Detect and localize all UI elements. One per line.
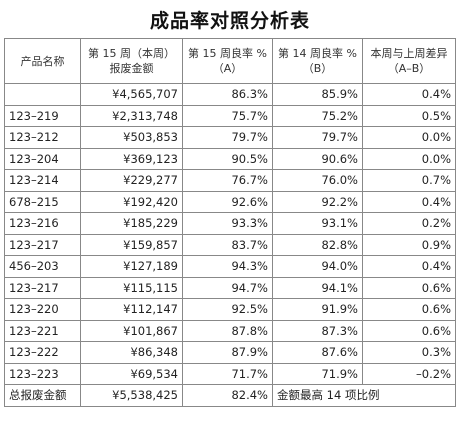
week15-yield-cell: 90.5% <box>182 147 273 170</box>
week15-yield-cell: 75.7% <box>182 104 273 127</box>
total-week15-yield: 82.4% <box>182 384 273 407</box>
table-row: 123–219 ¥2,313,748 75.7% 75.2% 0.5% <box>4 104 456 127</box>
difference-cell: 0.2% <box>362 212 456 235</box>
week15-yield-cell: 92.5% <box>182 298 273 321</box>
difference-cell: 0.5% <box>362 104 456 127</box>
difference-cell: –0.2% <box>362 362 456 385</box>
product-name-cell: 123–216 <box>4 212 81 235</box>
product-name-cell: 123–222 <box>4 341 81 364</box>
difference-cell: 0.4% <box>362 190 456 213</box>
total-row: 总报废金额 ¥5,538,425 82.4% 金额最高 14 项比例 <box>4 384 456 407</box>
table-row: 123–220 ¥112,147 92.5% 91.9% 0.6% <box>4 298 456 321</box>
week14-yield-cell: 94.0% <box>272 255 363 278</box>
week14-yield-cell: 71.9% <box>272 362 363 385</box>
scrap-amount-cell: ¥115,115 <box>80 276 183 299</box>
table-row: 123–221 ¥101,867 87.8% 87.3% 0.6% <box>4 319 456 342</box>
product-name-cell: 123–220 <box>4 298 81 321</box>
difference-cell: 0.4% <box>362 255 456 278</box>
table-row: 123–212 ¥503,853 79.7% 79.7% 0.0% <box>4 126 456 149</box>
difference-cell: 0.6% <box>362 319 456 342</box>
scrap-amount-cell: ¥127,189 <box>80 255 183 278</box>
difference-cell: 0.3% <box>362 341 456 364</box>
table-row: 123–214 ¥229,277 76.7% 76.0% 0.7% <box>4 169 456 192</box>
scrap-amount-cell: ¥369,123 <box>80 147 183 170</box>
week15-yield-cell: 93.3% <box>182 212 273 235</box>
week14-yield-cell: 76.0% <box>272 169 363 192</box>
week14-yield-cell: 87.3% <box>272 319 363 342</box>
product-name-cell: 123–204 <box>4 147 81 170</box>
week14-yield-cell: 92.2% <box>272 190 363 213</box>
product-name-cell: 456–203 <box>4 255 81 278</box>
product-name-cell <box>4 83 81 106</box>
scrap-amount-cell: ¥69,534 <box>80 362 183 385</box>
scrap-amount-cell: ¥4,565,707 <box>80 83 183 106</box>
week14-yield-cell: 93.1% <box>272 212 363 235</box>
week15-yield-cell: 87.8% <box>182 319 273 342</box>
table-row: 123–222 ¥86,348 87.9% 87.6% 0.3% <box>4 341 456 364</box>
week14-yield-cell: 94.1% <box>272 276 363 299</box>
table-row: 123–223 ¥69,534 71.7% 71.9% –0.2% <box>4 362 456 385</box>
week14-yield-cell: 91.9% <box>272 298 363 321</box>
table-row: 456–203 ¥127,189 94.3% 94.0% 0.4% <box>4 255 456 278</box>
scrap-amount-cell: ¥101,867 <box>80 319 183 342</box>
difference-cell: 0.0% <box>362 147 456 170</box>
table-row: 123–217 ¥115,115 94.7% 94.1% 0.6% <box>4 276 456 299</box>
week15-yield-cell: 83.7% <box>182 233 273 256</box>
scrap-amount-cell: ¥192,420 <box>80 190 183 213</box>
difference-cell: 0.9% <box>362 233 456 256</box>
difference-cell: 0.6% <box>362 276 456 299</box>
scrap-amount-cell: ¥112,147 <box>80 298 183 321</box>
difference-cell: 0.7% <box>362 169 456 192</box>
week15-yield-cell: 87.9% <box>182 341 273 364</box>
week14-yield-cell: 85.9% <box>272 83 363 106</box>
product-name-cell: 123–223 <box>4 362 81 385</box>
table-row: 678–215 ¥192,420 92.6% 92.2% 0.4% <box>4 190 456 213</box>
product-name-cell: 123–219 <box>4 104 81 127</box>
scrap-amount-cell: ¥229,277 <box>80 169 183 192</box>
header-row: 产品名称 第 15 周（本周） 报废金额 第 15 周良率 % （A） 第 14 周… <box>4 38 456 84</box>
week15-yield-cell: 94.7% <box>182 276 273 299</box>
header-scrap-amount: 第 15 周（本周） 报废金额 <box>80 38 183 84</box>
scrap-amount-cell: ¥159,857 <box>80 233 183 256</box>
difference-cell: 0.0% <box>362 126 456 149</box>
scrap-amount-cell: ¥2,313,748 <box>80 104 183 127</box>
header-week15-yield: 第 15 周良率 % （A） <box>182 38 273 84</box>
week14-yield-cell: 82.8% <box>272 233 363 256</box>
total-amount: ¥5,538,425 <box>80 384 183 407</box>
difference-cell: 0.6% <box>362 298 456 321</box>
yield-comparison-table: 产品名称 第 15 周（本周） 报废金额 第 15 周良率 % （A） 第 14 周… <box>4 38 456 407</box>
week15-yield-cell: 86.3% <box>182 83 273 106</box>
week15-yield-cell: 71.7% <box>182 362 273 385</box>
product-name-cell: 123–214 <box>4 169 81 192</box>
week14-yield-cell: 90.6% <box>272 147 363 170</box>
week15-yield-cell: 76.7% <box>182 169 273 192</box>
header-difference: 本周与上周差异 （A–B） <box>362 38 456 84</box>
page-title: 成品率对照分析表 <box>149 10 310 32</box>
product-name-cell: 123–217 <box>4 276 81 299</box>
header-product: 产品名称 <box>4 38 81 84</box>
table-row: 123–204 ¥369,123 90.5% 90.6% 0.0% <box>4 147 456 170</box>
total-note: 金额最高 14 项比例 <box>272 384 456 407</box>
product-name-cell: 123–221 <box>4 319 81 342</box>
header-week14-yield: 第 14 周良率 % （B） <box>272 38 363 84</box>
scrap-amount-cell: ¥503,853 <box>80 126 183 149</box>
scrap-amount-cell: ¥86,348 <box>80 341 183 364</box>
week14-yield-cell: 87.6% <box>272 341 363 364</box>
table-row: ¥4,565,707 86.3% 85.9% 0.4% <box>4 83 456 106</box>
difference-cell: 0.4% <box>362 83 456 106</box>
product-name-cell: 123–217 <box>4 233 81 256</box>
product-name-cell: 678–215 <box>4 190 81 213</box>
total-label: 总报废金额 <box>4 384 81 407</box>
week15-yield-cell: 92.6% <box>182 190 273 213</box>
week15-yield-cell: 94.3% <box>182 255 273 278</box>
week14-yield-cell: 75.2% <box>272 104 363 127</box>
scrap-amount-cell: ¥185,229 <box>80 212 183 235</box>
week15-yield-cell: 79.7% <box>182 126 273 149</box>
table-row: 123–217 ¥159,857 83.7% 82.8% 0.9% <box>4 233 456 256</box>
week14-yield-cell: 79.7% <box>272 126 363 149</box>
table-row: 123–216 ¥185,229 93.3% 93.1% 0.2% <box>4 212 456 235</box>
product-name-cell: 123–212 <box>4 126 81 149</box>
